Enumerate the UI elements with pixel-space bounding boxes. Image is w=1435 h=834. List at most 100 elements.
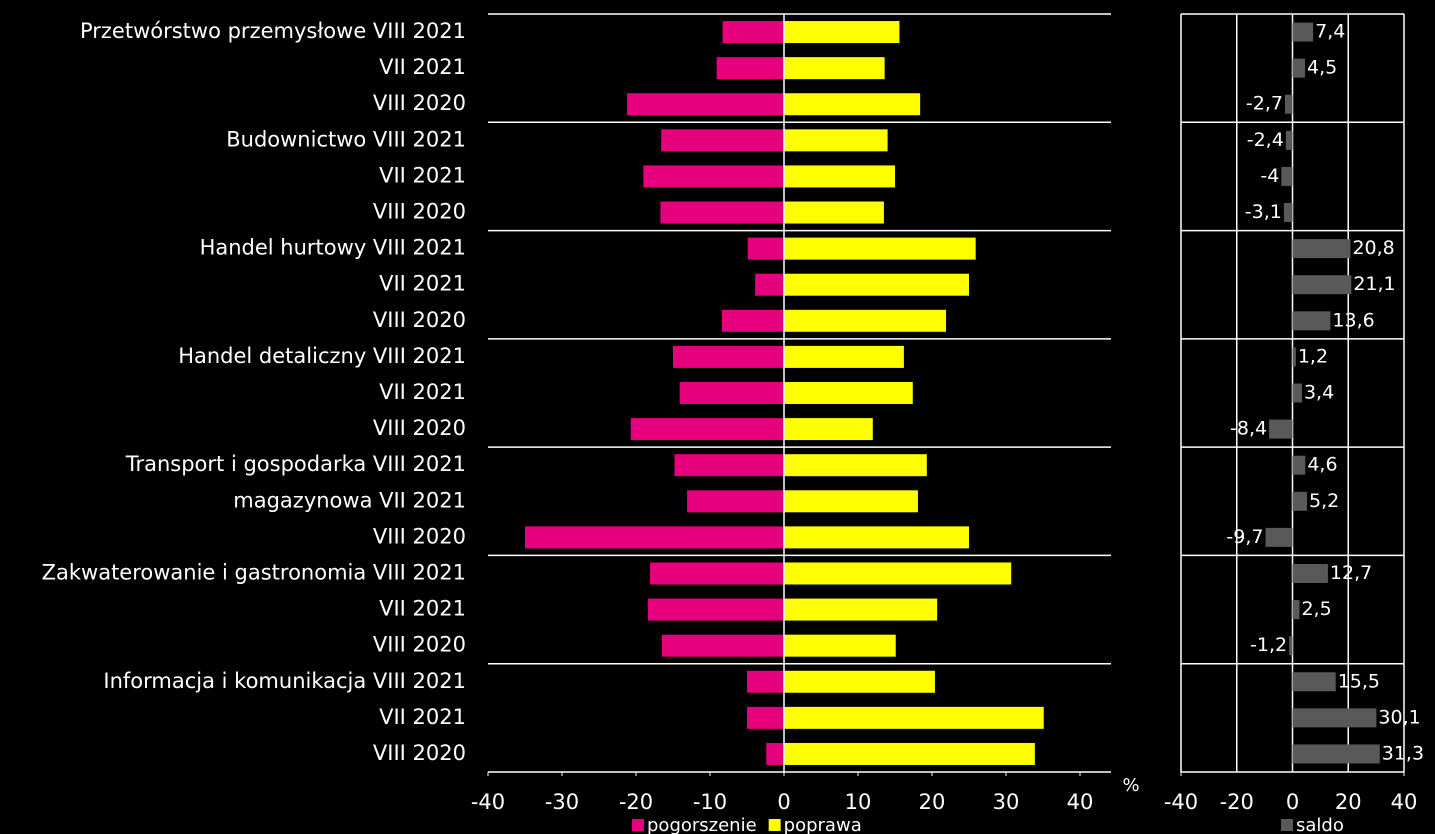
data-label: 21,1 <box>1353 273 1395 295</box>
data-label: 15,5 <box>1338 670 1380 692</box>
bar <box>1292 22 1314 42</box>
bar <box>1292 347 1296 367</box>
data-label: 12,7 <box>1330 562 1372 584</box>
bar <box>784 129 888 152</box>
bar <box>766 742 784 765</box>
data-label: -4 <box>1260 165 1279 187</box>
bar <box>784 165 895 188</box>
bar <box>643 165 784 188</box>
bar <box>784 273 969 296</box>
legend-label: saldo <box>1296 815 1344 834</box>
data-label: -8,4 <box>1230 418 1267 440</box>
data-label: 5,2 <box>1309 490 1339 512</box>
data-label: 4,6 <box>1307 454 1337 476</box>
bar <box>661 634 784 657</box>
bar <box>747 670 784 693</box>
bar <box>1283 203 1293 223</box>
legend-label: pogorszenie <box>647 815 757 834</box>
bar <box>1292 383 1302 403</box>
x-tick-label: 0 <box>1286 790 1299 814</box>
data-label: 7,4 <box>1315 21 1345 43</box>
data-label: -2,4 <box>1247 129 1284 151</box>
bar <box>1289 636 1293 656</box>
category-label: VII 2021 <box>379 597 466 621</box>
data-label: -2,7 <box>1246 93 1283 115</box>
bar <box>784 670 935 693</box>
bar <box>784 634 896 657</box>
bar <box>784 309 947 332</box>
category-label: VII 2021 <box>379 55 466 79</box>
x-tick-label: -40 <box>471 790 505 814</box>
bar <box>673 345 784 368</box>
bar <box>721 309 784 332</box>
x-tick-label: -20 <box>1220 790 1254 814</box>
bar <box>784 93 921 116</box>
bar <box>1292 311 1331 331</box>
data-label: 13,6 <box>1332 309 1374 331</box>
bar <box>679 382 784 404</box>
bar <box>1292 600 1300 620</box>
category-label: VIII 2020 <box>373 308 466 332</box>
bar <box>1292 491 1307 511</box>
category-label: magazynowa VII 2021 <box>233 488 466 512</box>
bar <box>722 21 784 44</box>
bar <box>755 273 784 296</box>
bar <box>784 345 904 368</box>
x-tick-label: 10 <box>845 790 872 814</box>
bar <box>661 129 784 152</box>
x-tick-label: 0 <box>777 790 790 814</box>
category-label: VII 2021 <box>379 380 466 404</box>
category-label: Budownictwo VIII 2021 <box>226 127 466 151</box>
legend-swatch <box>632 819 644 831</box>
data-label: 31,3 <box>1382 742 1424 764</box>
legend-swatch <box>768 819 781 831</box>
category-label: Przetwórstwo przemysłowe VIII 2021 <box>80 19 466 43</box>
x-tick-label: 30 <box>993 790 1020 814</box>
data-label: -3,1 <box>1245 201 1282 223</box>
bar <box>784 742 1035 765</box>
x-tick-label: 20 <box>919 790 946 814</box>
bar <box>1292 708 1377 728</box>
bar <box>1281 166 1293 186</box>
data-label: 30,1 <box>1378 706 1420 728</box>
category-label: VIII 2020 <box>373 741 466 765</box>
bar <box>1269 419 1293 439</box>
data-label: 4,5 <box>1307 57 1337 79</box>
category-label: Handel detaliczny VIII 2021 <box>178 344 466 368</box>
x-tick-label: -10 <box>693 790 727 814</box>
category-label: VII 2021 <box>379 163 466 187</box>
bar <box>525 526 784 549</box>
bar <box>716 57 784 80</box>
bar <box>674 454 784 477</box>
category-label: VII 2021 <box>379 272 466 296</box>
legend-swatch <box>1281 819 1293 831</box>
x-tick-label: 40 <box>1067 790 1094 814</box>
bar <box>784 562 1012 585</box>
bar <box>647 598 784 621</box>
category-label: Informacja i komunikacja VIII 2021 <box>103 669 466 693</box>
category-label: Transport i gospodarka VIII 2021 <box>125 452 466 476</box>
bar <box>784 418 873 441</box>
bar <box>1292 563 1328 583</box>
bar <box>784 237 976 260</box>
category-label: VIII 2020 <box>373 200 466 224</box>
bar <box>1284 94 1293 114</box>
bar <box>1292 239 1351 259</box>
bar <box>784 454 927 477</box>
category-label: Handel hurtowy VIII 2021 <box>200 236 466 260</box>
legend-label: poprawa <box>784 815 862 834</box>
bar <box>660 201 784 224</box>
data-label: -1,2 <box>1250 634 1287 656</box>
x-tick-label: 20 <box>1335 790 1362 814</box>
bar <box>747 237 784 260</box>
data-label: -9,7 <box>1226 526 1263 548</box>
bar <box>784 21 900 44</box>
category-label: VIII 2020 <box>373 416 466 440</box>
bar <box>784 598 938 621</box>
bar <box>687 490 784 513</box>
bar <box>1292 58 1306 78</box>
bar <box>784 57 885 80</box>
bar <box>747 706 784 729</box>
